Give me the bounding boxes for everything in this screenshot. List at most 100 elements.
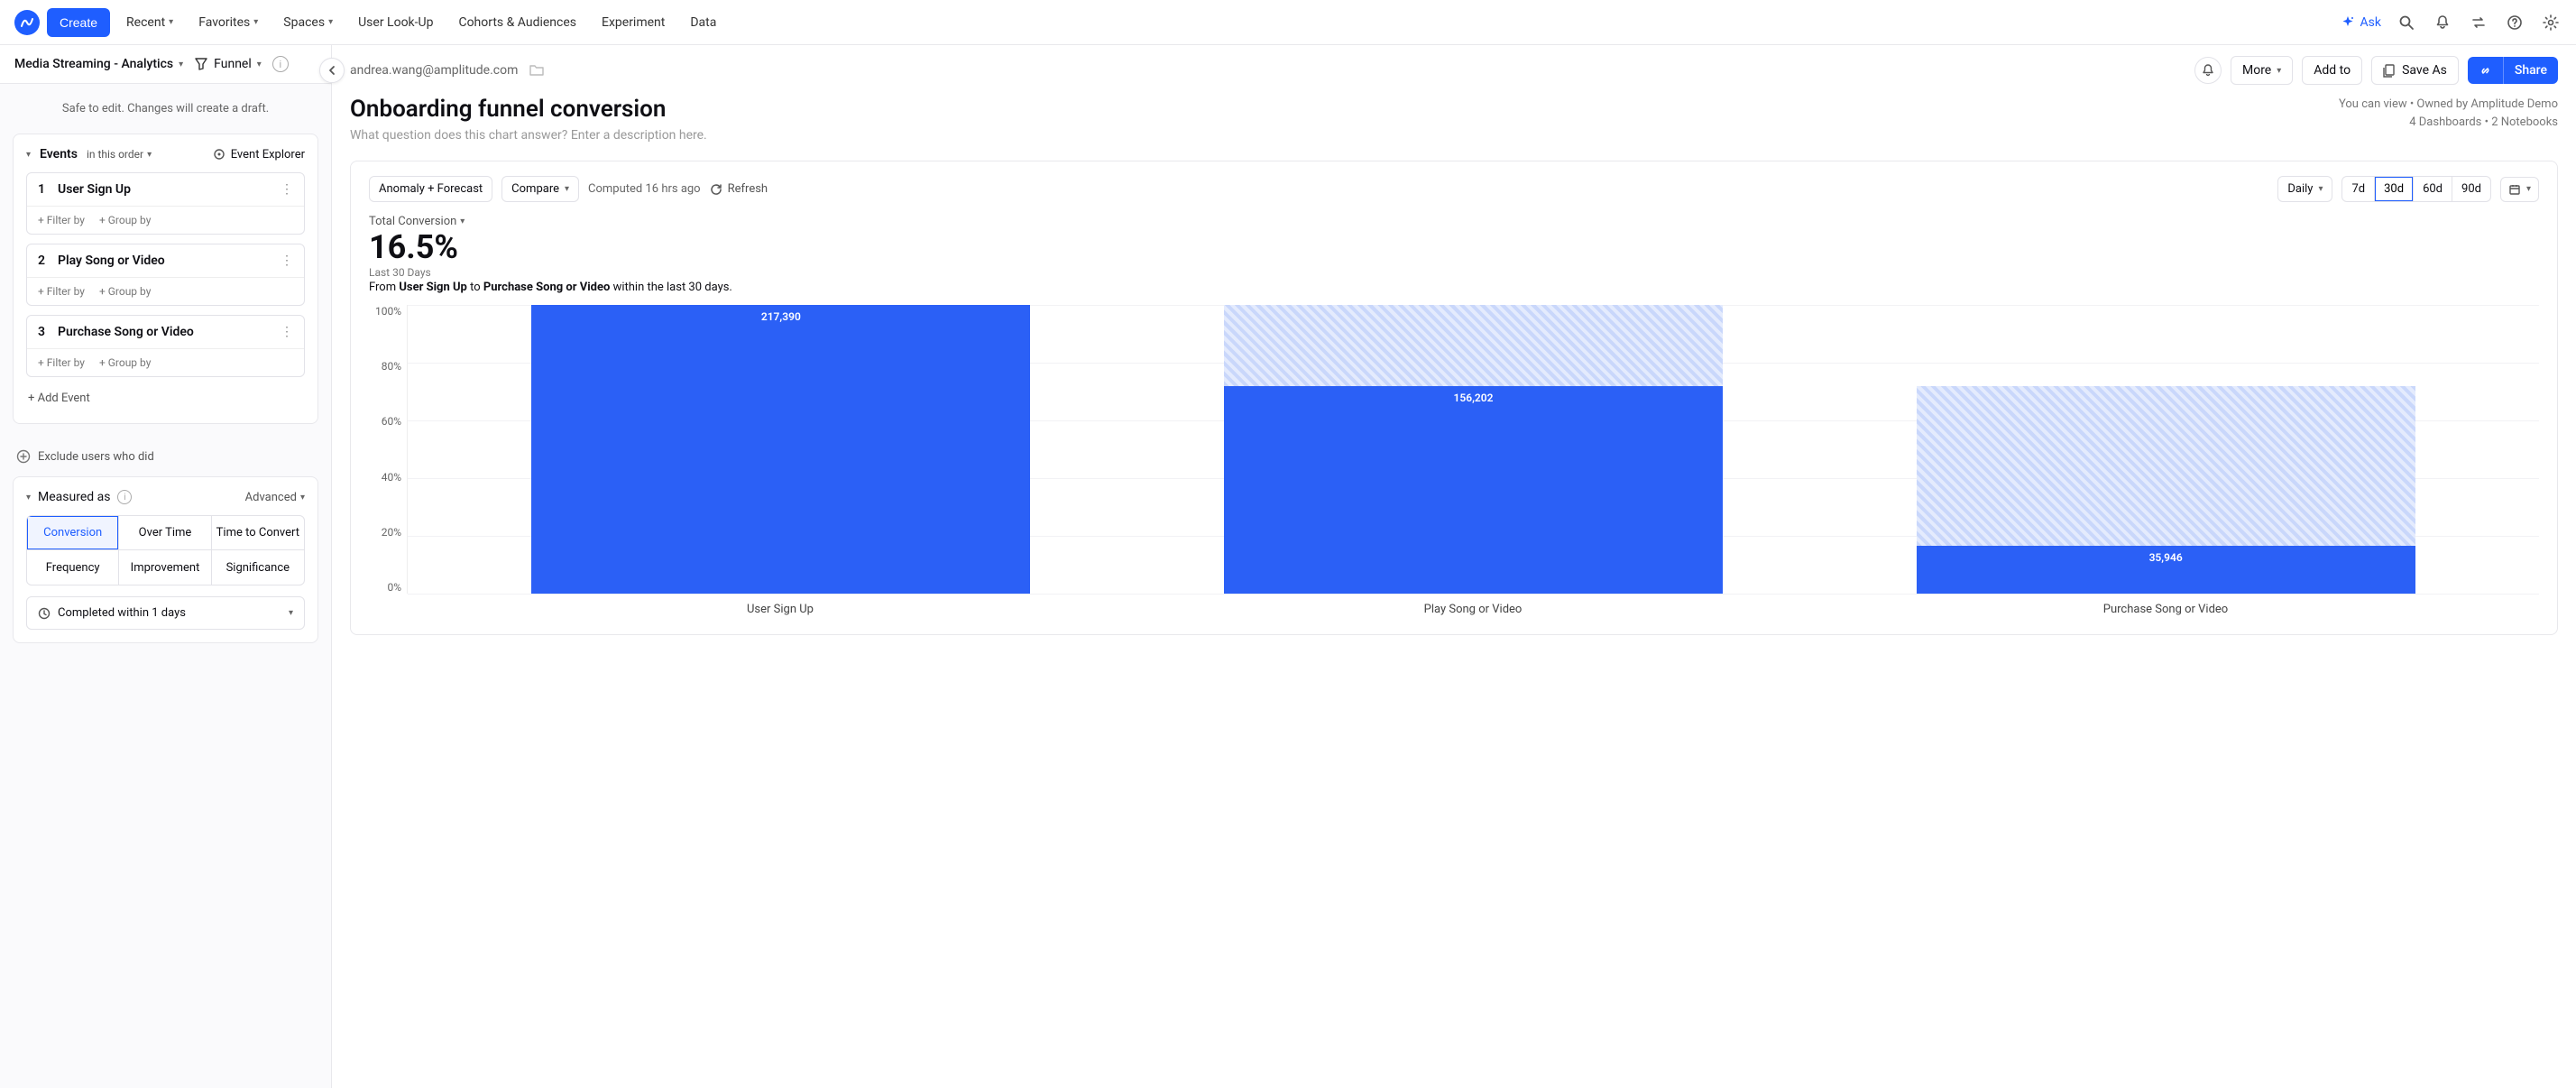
measure-option[interactable]: Conversion <box>27 516 119 550</box>
share-button[interactable]: Share <box>2504 57 2558 84</box>
collapse-icon[interactable]: ▾ <box>26 150 31 160</box>
interval-selector[interactable]: Daily▾ <box>2277 176 2332 202</box>
link-icon <box>2479 64 2492 78</box>
bell-icon[interactable] <box>2432 12 2453 33</box>
chart-title[interactable]: Onboarding funnel conversion <box>350 96 707 123</box>
events-panel: ▾ Events in this order▾ Event Explorer 1… <box>13 134 318 424</box>
date-picker-button[interactable]: ▾ <box>2500 177 2539 202</box>
search-icon[interactable] <box>2396 12 2417 33</box>
owner-email[interactable]: andrea.wang@amplitude.com <box>350 63 518 78</box>
group-by-button[interactable]: + Group by <box>99 285 151 298</box>
compare-button[interactable]: Compare▾ <box>501 176 579 202</box>
ask-button[interactable]: Ask <box>2341 15 2381 30</box>
completed-within-selector[interactable]: Completed within 1 days ▾ <box>26 596 305 630</box>
main-content: andrea.wang@amplitude.com More▾ Add to S… <box>332 45 2576 1088</box>
swap-icon[interactable] <box>2468 12 2489 33</box>
range-option[interactable]: 30d <box>2375 177 2414 201</box>
chart-description[interactable]: What question does this chart answer? En… <box>350 128 707 143</box>
more-icon[interactable]: ⋮ <box>281 325 293 339</box>
gear-icon[interactable] <box>2540 12 2562 33</box>
chart-metadata: You can view • Owned by Amplitude Demo 4… <box>2339 96 2558 131</box>
add-to-button[interactable]: Add to <box>2302 56 2362 85</box>
group-by-button[interactable]: + Group by <box>99 356 151 369</box>
event-card: 3 Purchase Song or Video ⋮ + Filter by+ … <box>26 315 305 377</box>
metric-description: From User Sign Up to Purchase Song or Vi… <box>369 281 2539 294</box>
create-button[interactable]: Create <box>47 8 110 37</box>
info-icon[interactable]: i <box>117 490 132 504</box>
folder-icon[interactable] <box>529 62 545 78</box>
help-icon[interactable] <box>2504 12 2525 33</box>
bar-value-label: 35,946 <box>1917 551 2415 564</box>
anomaly-forecast-button[interactable]: Anomaly + Forecast <box>369 176 492 202</box>
chevron-down-icon: ▾ <box>289 608 293 618</box>
range-option[interactable]: 90d <box>2452 177 2490 201</box>
filter-by-button[interactable]: + Filter by <box>38 285 85 298</box>
safe-edit-notice: Safe to edit. Changes will create a draf… <box>0 84 331 134</box>
date-range-segmented-control: 7d30d60d90d <box>2341 176 2491 202</box>
more-button[interactable]: More▾ <box>2231 56 2293 85</box>
metric-value: 16.5% <box>369 228 2539 266</box>
metric-selector[interactable]: Total Conversion▾ <box>369 215 2539 228</box>
chart-container: Anomaly + Forecast Compare▾ Computed 16 … <box>350 161 2558 635</box>
funnel-bar[interactable]: 217,390 <box>531 305 1030 594</box>
nav-recent[interactable]: Recent▾ <box>117 8 182 37</box>
save-as-button[interactable]: Save As <box>2371 56 2459 85</box>
clock-icon <box>38 607 51 620</box>
copy-icon <box>2383 64 2397 78</box>
funnel-bar[interactable]: 156,202 <box>1224 305 1723 594</box>
filter-by-button[interactable]: + Filter by <box>38 214 85 226</box>
project-selector[interactable]: Media Streaming - Analytics▾ <box>14 57 183 71</box>
nav-data[interactable]: Data <box>681 8 725 37</box>
top-nav: Create Recent▾ Favorites▾ Spaces▾ User L… <box>0 0 2576 45</box>
nav-user-lookup[interactable]: User Look-Up <box>349 8 442 37</box>
measure-option[interactable]: Frequency <box>27 550 119 585</box>
range-option[interactable]: 60d <box>2414 177 2452 201</box>
event-explorer-button[interactable]: Event Explorer <box>213 148 305 161</box>
refresh-button[interactable]: Refresh <box>710 182 768 196</box>
info-icon[interactable]: i <box>272 56 289 72</box>
nav-cohorts[interactable]: Cohorts & Audiences <box>449 8 585 37</box>
funnel-icon <box>194 57 208 71</box>
measure-segmented-control: ConversionOver TimeTime to Convert Freque… <box>26 515 305 585</box>
order-selector[interactable]: in this order▾ <box>87 148 152 161</box>
event-name[interactable]: Play Song or Video <box>58 254 270 268</box>
range-option[interactable]: 7d <box>2342 177 2375 201</box>
advanced-button[interactable]: Advanced▾ <box>245 491 305 504</box>
chevron-left-icon <box>327 65 337 76</box>
nav-favorites[interactable]: Favorites▾ <box>189 8 267 37</box>
bar-value-label: 217,390 <box>531 310 1030 323</box>
exclude-users-button[interactable]: Exclude users who did <box>0 437 331 476</box>
bar-value-label: 156,202 <box>1224 392 1723 404</box>
sparkle-icon <box>2341 15 2355 30</box>
filter-by-button[interactable]: + Filter by <box>38 356 85 369</box>
event-card: 1 User Sign Up ⋮ + Filter by+ Group by <box>26 172 305 235</box>
measure-option[interactable]: Significance <box>212 550 304 585</box>
event-name[interactable]: User Sign Up <box>58 182 270 197</box>
chevron-down-icon: ▾ <box>179 60 183 69</box>
calendar-icon <box>2508 183 2521 196</box>
measure-option[interactable]: Improvement <box>119 550 211 585</box>
chart-y-axis: 100%80%60%40%20%0% <box>369 305 407 594</box>
event-name[interactable]: Purchase Song or Video <box>58 325 270 339</box>
chart-type-selector[interactable]: Funnel▾ <box>194 57 262 71</box>
funnel-bar[interactable]: 35,946 <box>1917 305 2415 594</box>
measure-option[interactable]: Over Time <box>119 516 211 550</box>
copy-link-button[interactable] <box>2468 57 2504 84</box>
chevron-down-icon: ▾ <box>253 17 258 27</box>
add-event-button[interactable]: + Add Event <box>26 386 305 410</box>
more-icon[interactable]: ⋮ <box>281 254 293 268</box>
nav-experiment[interactable]: Experiment <box>593 8 674 37</box>
notify-button[interactable] <box>2194 57 2222 84</box>
share-split-button: Share <box>2468 57 2558 84</box>
group-by-button[interactable]: + Group by <box>99 214 151 226</box>
chevron-down-icon: ▾ <box>169 17 173 27</box>
refresh-icon <box>710 183 722 196</box>
more-icon[interactable]: ⋮ <box>281 182 293 197</box>
collapse-sidebar-button[interactable] <box>319 58 345 83</box>
measure-option[interactable]: Time to Convert <box>212 516 304 550</box>
metric-subtitle: Last 30 Days <box>369 266 2539 279</box>
nav-spaces[interactable]: Spaces▾ <box>274 8 342 37</box>
measured-as-panel: ▾ Measured as i Advanced▾ ConversionOver… <box>13 476 318 643</box>
app-logo[interactable] <box>14 10 40 35</box>
collapse-icon[interactable]: ▾ <box>26 493 31 503</box>
